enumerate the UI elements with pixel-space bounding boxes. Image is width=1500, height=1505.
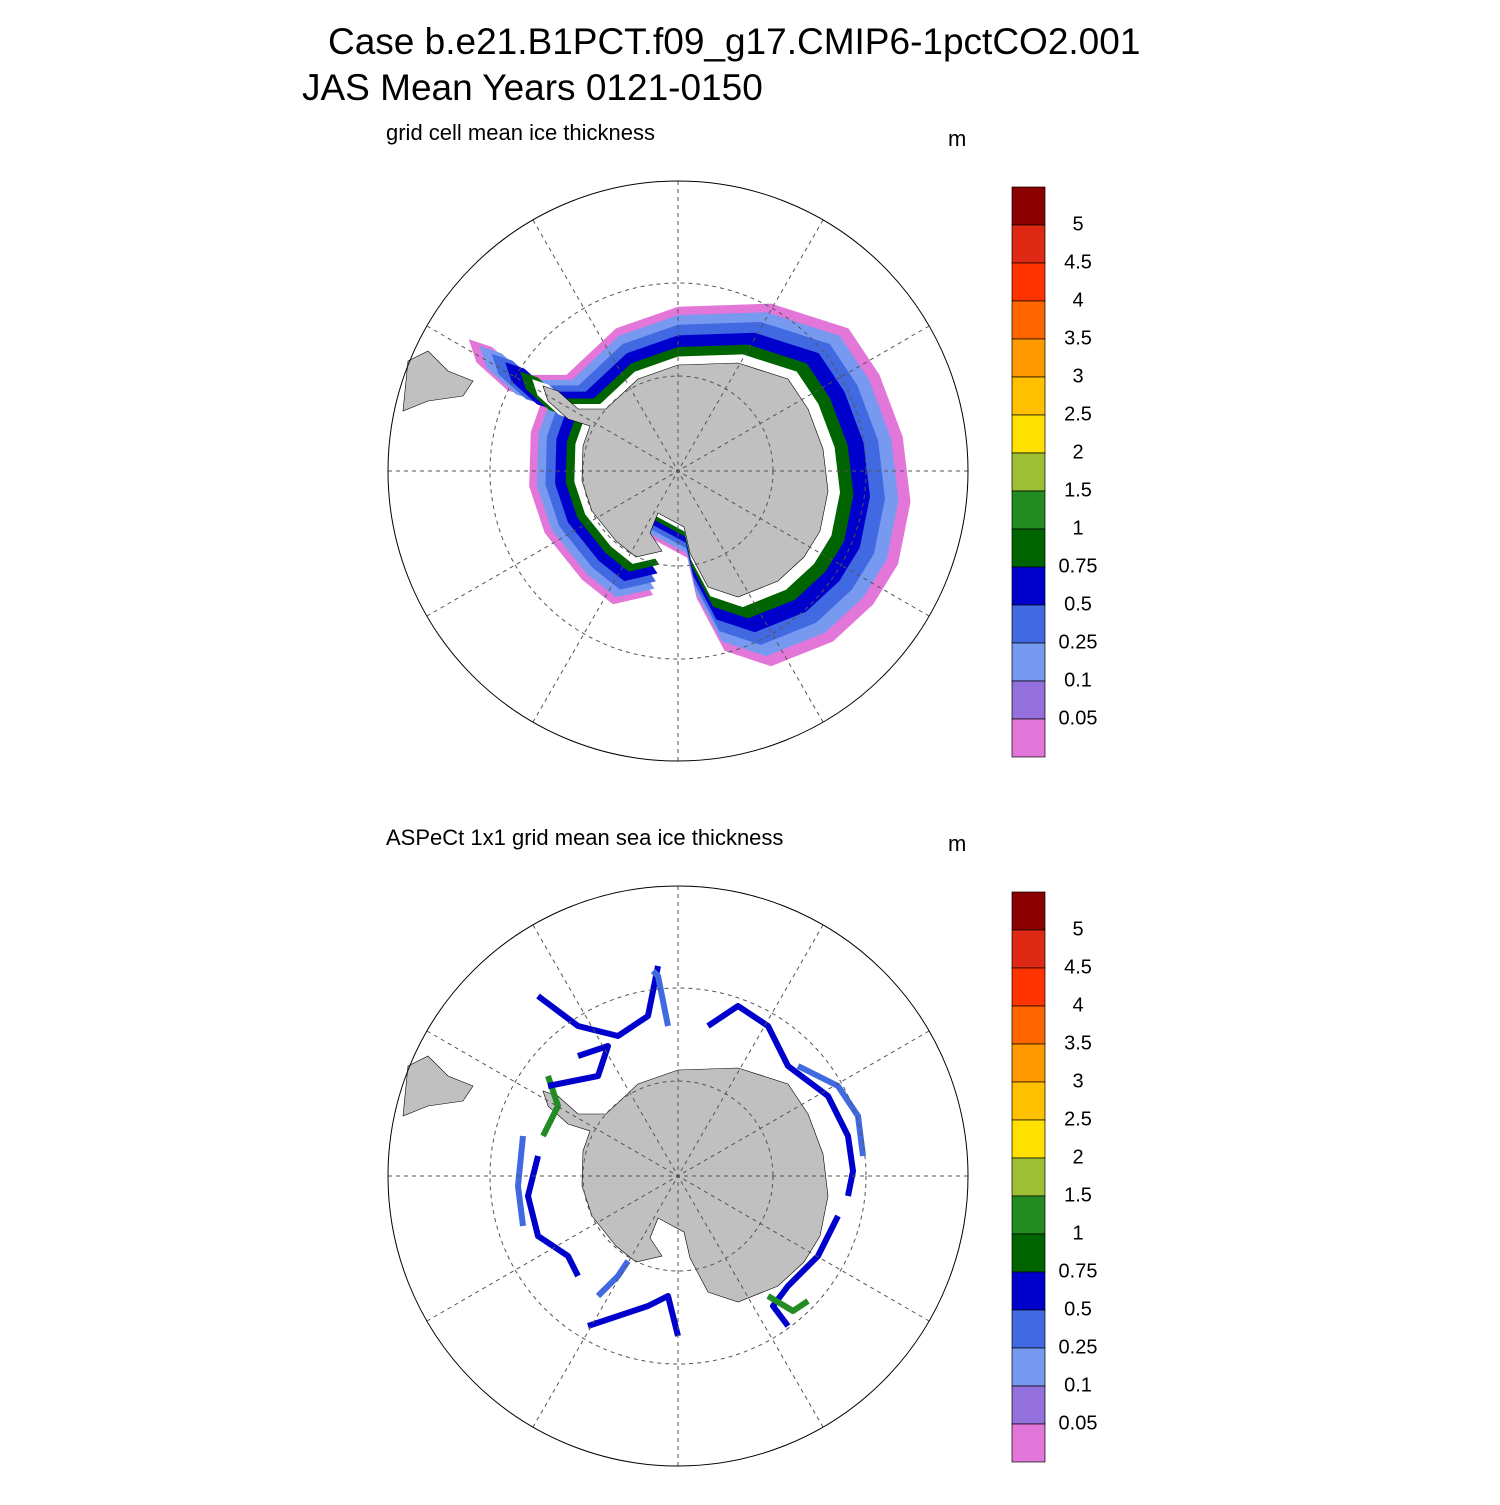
colorbar-box <box>1011 490 1046 530</box>
colorbar-label: 2.5 <box>1064 403 1092 425</box>
map <box>387 885 969 1467</box>
colorbar-label: 3 <box>1072 1070 1083 1092</box>
colorbar-box <box>1011 1309 1046 1349</box>
colorbar-label: 3.5 <box>1064 1032 1092 1054</box>
colorbar-label: 4.5 <box>1064 956 1092 978</box>
colorbar-label: 0.5 <box>1064 593 1092 615</box>
colorbar-label: 0.25 <box>1059 631 1098 653</box>
title-line-1: Case b.e21.B1PCT.f09_g17.CMIP6-1pctCO2.0… <box>328 21 1140 62</box>
colorbar-box <box>1011 414 1046 454</box>
colorbar-label: 1.5 <box>1064 1184 1092 1206</box>
units: m <box>948 831 966 856</box>
colorbar-box <box>1011 452 1046 492</box>
colorbar-label: 4 <box>1072 289 1083 311</box>
units: m <box>948 126 966 151</box>
title-line-2: JAS Mean Years 0121-0150 <box>302 67 763 108</box>
colorbar-label: 0.75 <box>1059 1260 1098 1282</box>
colorbar-label: 0.05 <box>1059 1412 1098 1434</box>
colorbar-box <box>1011 300 1046 340</box>
colorbar-label: 0.1 <box>1064 1374 1092 1396</box>
colorbar-box <box>1011 1157 1046 1197</box>
colorbar-box <box>1011 566 1046 606</box>
colorbar-box <box>1011 1119 1046 1159</box>
colorbar-label: 3 <box>1072 365 1083 387</box>
colorbar-label: 5 <box>1072 918 1083 940</box>
colorbar-box <box>1011 1081 1046 1121</box>
colorbar-label: 2.5 <box>1064 1108 1092 1130</box>
colorbar-box <box>1011 338 1046 378</box>
colorbar-box <box>1011 1423 1046 1463</box>
colorbar: 5 4.5 4 3.5 3 2.5 2 1.5 1 0.75 0.5 0.25 0.1 0.05 <box>1011 891 1098 1463</box>
colorbar-box <box>1011 1043 1046 1083</box>
panel-subtitle: ASPeCt 1x1 grid mean sea ice thickness <box>386 825 783 850</box>
colorbar-box <box>1011 1385 1046 1425</box>
colorbar-label: 0.5 <box>1064 1298 1092 1320</box>
colorbar-box <box>1011 186 1046 226</box>
colorbar-label: 0.05 <box>1059 707 1098 729</box>
colorbar-label: 1.5 <box>1064 479 1092 501</box>
colorbar-label: 2 <box>1072 1146 1083 1168</box>
colorbar-box <box>1011 1233 1046 1273</box>
colorbar-box <box>1011 528 1046 568</box>
colorbar-box <box>1011 1195 1046 1235</box>
colorbar-box <box>1011 718 1046 758</box>
colorbar-label: 1 <box>1072 517 1083 539</box>
colorbar-box <box>1011 1347 1046 1387</box>
colorbar-label: 5 <box>1072 213 1083 235</box>
colorbar-label: 2 <box>1072 441 1083 463</box>
colorbar-label: 0.1 <box>1064 669 1092 691</box>
colorbar-label: 4.5 <box>1064 251 1092 273</box>
colorbar-label: 0.25 <box>1059 1336 1098 1358</box>
map <box>387 180 969 762</box>
panel-subtitle: grid cell mean ice thickness <box>386 120 655 145</box>
colorbar-label: 1 <box>1072 1222 1083 1244</box>
colorbar-box <box>1011 680 1046 720</box>
colorbar: 5 4.5 4 3.5 3 2.5 2 1.5 1 0.75 0.5 0.25 0.1 0.05 <box>1011 186 1098 758</box>
colorbar-box <box>1011 1005 1046 1045</box>
colorbar-box <box>1011 604 1046 644</box>
colorbar-box <box>1011 891 1046 931</box>
colorbar-box <box>1011 376 1046 416</box>
colorbar-label: 0.75 <box>1059 555 1098 577</box>
colorbar-box <box>1011 967 1046 1007</box>
colorbar-box <box>1011 1271 1046 1311</box>
colorbar-box <box>1011 642 1046 682</box>
colorbar-label: 4 <box>1072 994 1083 1016</box>
colorbar-box <box>1011 224 1046 264</box>
colorbar-box <box>1011 929 1046 969</box>
colorbar-label: 3.5 <box>1064 327 1092 349</box>
colorbar-box <box>1011 262 1046 302</box>
